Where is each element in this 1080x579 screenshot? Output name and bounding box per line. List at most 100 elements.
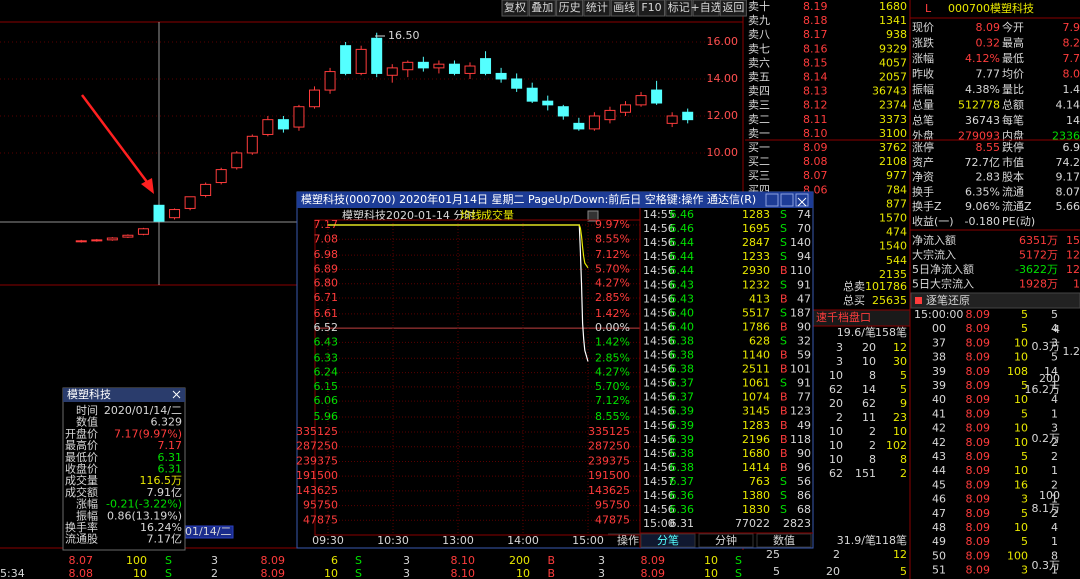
vol-tick-label: 191500 bbox=[588, 469, 630, 482]
trade-count: 4 bbox=[1051, 521, 1058, 534]
tick-count: 101 bbox=[790, 363, 811, 376]
trade-time: 42 bbox=[932, 422, 946, 435]
tab[interactable]: 分钟 bbox=[715, 533, 737, 547]
tab[interactable]: 操作 bbox=[617, 533, 639, 547]
candle-body bbox=[417, 61, 429, 69]
tick-side: S bbox=[780, 208, 787, 221]
tick-side: B bbox=[780, 405, 788, 418]
tick-price: 6.37 bbox=[670, 475, 695, 488]
quote-label: PE(动) bbox=[1002, 215, 1035, 228]
tick-volume: 1140 bbox=[742, 349, 770, 362]
info-value: 7.17亿 bbox=[147, 533, 183, 546]
tick-count: 74 bbox=[797, 208, 811, 221]
quote-value: 6.35% bbox=[965, 185, 1000, 198]
tick-side: B bbox=[780, 264, 788, 277]
quote-value: 512778 bbox=[958, 99, 1000, 112]
trade-volume: 5 bbox=[1021, 407, 1028, 420]
tab[interactable]: 数值 bbox=[773, 534, 795, 547]
strip-cell: S bbox=[735, 567, 742, 579]
trade-time: 44 bbox=[932, 464, 946, 477]
tick-price: 6.38 bbox=[670, 447, 695, 460]
candle-body bbox=[355, 48, 367, 74]
toolbar-button[interactable]: 返回 bbox=[722, 1, 744, 14]
trade-volume: 10 bbox=[1014, 393, 1028, 406]
quote-label: 跌停 bbox=[1002, 140, 1024, 154]
tick-price: 6.46 bbox=[670, 222, 695, 235]
pct-label: 2.85% bbox=[595, 291, 630, 304]
quote-value: 8.55 bbox=[976, 141, 1001, 154]
strip-cell: B bbox=[547, 567, 555, 579]
tick-side: B bbox=[780, 320, 788, 333]
vol-tick-label: 335125 bbox=[588, 425, 630, 438]
pct-label: 4.27% bbox=[595, 277, 630, 290]
info-value: 2020/01/14/二 bbox=[104, 404, 182, 417]
tick-time: 14:56 bbox=[643, 377, 675, 390]
tick-time: 14:56 bbox=[643, 405, 675, 418]
y-tick-label: 10.00 bbox=[707, 146, 739, 159]
toolbar-button[interactable]: +自选 bbox=[690, 1, 721, 14]
book-price: 8.11 bbox=[803, 113, 828, 126]
depth-summary: 31.9/笔 bbox=[837, 533, 876, 547]
x-tick-label: 10:30 bbox=[377, 534, 409, 547]
tick-side: B bbox=[780, 433, 788, 446]
depth-cell: 2 bbox=[869, 425, 876, 438]
y-tick-label: 6.33 bbox=[314, 351, 339, 364]
book-volume: 1341 bbox=[879, 14, 907, 27]
tick-time: 14:56 bbox=[643, 278, 675, 291]
depth-cell: 12 bbox=[893, 341, 907, 354]
quote-label: 换手Z bbox=[912, 199, 942, 213]
book-volume: 474 bbox=[886, 226, 907, 239]
quote-value: 14 bbox=[1066, 114, 1080, 127]
toolbar-button[interactable]: 历史 bbox=[559, 1, 581, 14]
trade-volume: 10 bbox=[1014, 422, 1028, 435]
strip-cell: 3 bbox=[403, 567, 410, 579]
tick-count: 94 bbox=[797, 250, 811, 263]
toolbar-button[interactable]: 标记 bbox=[668, 0, 690, 14]
tick-time: 14:56 bbox=[643, 461, 675, 474]
tick-side: S bbox=[780, 250, 787, 263]
info-label: 成交额 bbox=[65, 485, 98, 499]
y-tick-label: 7.08 bbox=[314, 232, 339, 245]
trade-price: 8.09 bbox=[966, 436, 991, 449]
tick-price: 6.40 bbox=[670, 306, 695, 319]
depth-cell: 20 bbox=[829, 397, 843, 410]
toolbar-button[interactable]: 叠加 bbox=[531, 1, 553, 14]
book-volume: 1570 bbox=[879, 212, 907, 225]
book-volume: 1680 bbox=[879, 0, 907, 13]
trades-header bbox=[910, 292, 1080, 309]
book-price: 8.16 bbox=[803, 42, 828, 55]
vol-tick-label: 47875 bbox=[595, 513, 630, 526]
trade-count: 2 bbox=[1051, 450, 1058, 463]
tick-count: 123 bbox=[790, 405, 811, 418]
tick-time: 14:56 bbox=[643, 334, 675, 347]
tab[interactable]: 分笔 bbox=[657, 533, 679, 547]
toolbar-button[interactable]: 复权 bbox=[504, 0, 526, 14]
flow-extra: 15 bbox=[1066, 234, 1080, 247]
toolbar-button[interactable]: F10 bbox=[641, 1, 661, 14]
quote-value: 279093 bbox=[958, 130, 1000, 143]
info-label: 开盘价 bbox=[65, 426, 98, 440]
book-label: 卖五 bbox=[748, 71, 770, 84]
depth-title: 速千档盘口 bbox=[816, 310, 871, 324]
quote-value: 6.9 bbox=[1063, 141, 1080, 154]
tick-side: S bbox=[780, 377, 787, 390]
tick-count: 91 bbox=[797, 278, 811, 291]
trade-volume: 5 bbox=[1021, 379, 1028, 392]
info-label: 流通股 bbox=[65, 532, 98, 546]
strip-cell: 3 bbox=[403, 554, 410, 567]
tick-volume: 5517 bbox=[742, 306, 770, 319]
toolbar-button[interactable]: 画线 bbox=[613, 0, 635, 14]
quote-label: 股本 bbox=[1002, 170, 1024, 184]
depth-cell: 14 bbox=[862, 383, 876, 396]
candle-body bbox=[91, 239, 103, 242]
total-value: 25635 bbox=[872, 294, 907, 307]
x-tick-label: 14:00 bbox=[507, 534, 539, 547]
vol-tick-label: 191500 bbox=[296, 469, 338, 482]
trade-note: 8.1万 bbox=[1032, 502, 1061, 515]
depth-cell: 2 bbox=[900, 467, 907, 480]
book-volume: 2135 bbox=[879, 268, 907, 281]
total-value: 101786 bbox=[865, 280, 907, 293]
toolbar-button[interactable]: 统计 bbox=[586, 1, 608, 14]
trade-price: 8.09 bbox=[966, 450, 991, 463]
strip-cell: 6 bbox=[331, 554, 338, 567]
